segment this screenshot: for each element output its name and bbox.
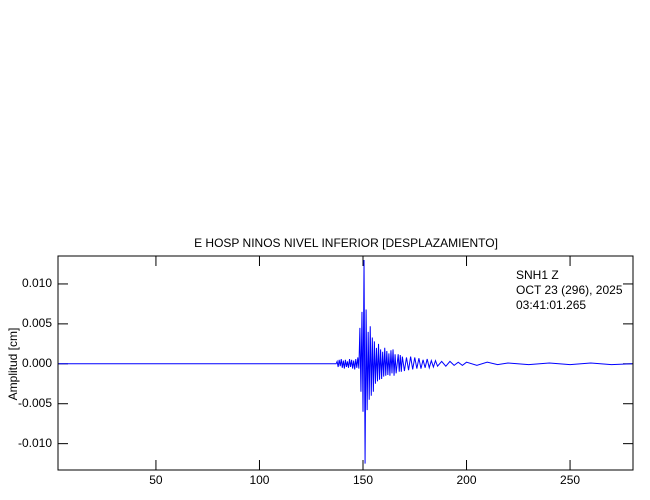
annotation: 03:41:01.265	[516, 298, 586, 312]
y-tick-label: 0.010	[22, 276, 52, 290]
chart-title: E HOSP NINOS NIVEL INFERIOR [DESPLAZAMIE…	[194, 236, 498, 250]
trace	[58, 259, 633, 464]
x-tick-label: 200	[457, 473, 477, 487]
x-tick-label: 150	[353, 473, 373, 487]
x-tick-label: 100	[249, 473, 269, 487]
plot-frame	[57, 255, 634, 471]
y-tick-label: 0.000	[22, 356, 52, 370]
y-tick-label: -0.010	[18, 436, 52, 450]
x-tick-label: 50	[149, 473, 163, 487]
y-tick-label: -0.005	[18, 396, 52, 410]
annotation: OCT 23 (296), 2025	[516, 283, 623, 297]
x-tick-label: 250	[560, 473, 580, 487]
y-tick-label: 0.005	[22, 316, 52, 330]
y-axis-label: Amplitud [cm]	[6, 328, 20, 401]
annotation: SNH1 Z	[516, 268, 559, 282]
